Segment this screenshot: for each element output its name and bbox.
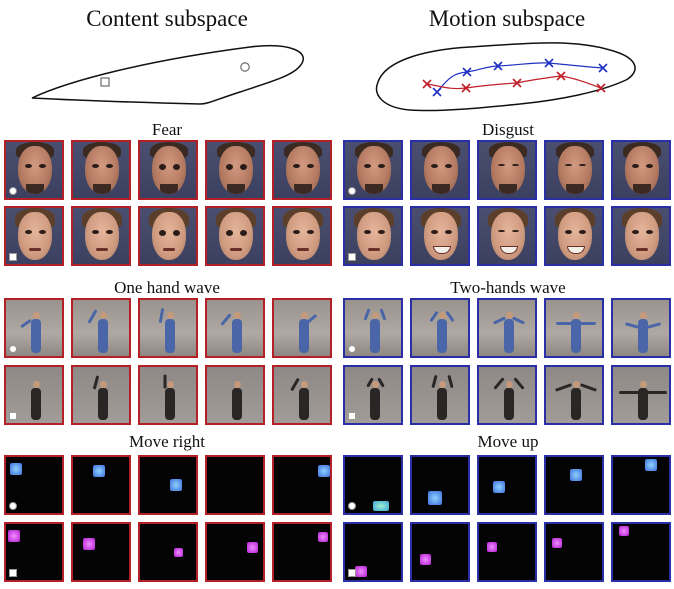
frame-two-hands-wave-1-4 [544,298,604,358]
section-title-move-right: Move right [128,432,206,451]
frame-fear-female-1 [4,206,64,266]
frame-one-hand-wave-1-4 [205,298,265,358]
circle-marker [9,187,17,195]
motion-subspace-title: Motion subspace [428,6,586,31]
frame-move-up-2-4 [544,522,604,582]
frame-one-hand-wave-2-4 [205,365,265,425]
section-title-disgust: Disgust [482,120,534,139]
frame-move-right-1-2 [71,455,131,515]
square-marker [9,569,17,577]
frame-two-hands-wave-2-4 [544,365,604,425]
frame-disgust-female-5 [611,206,671,266]
content-subspace-title: Content subspace [86,6,248,31]
frame-two-hands-wave-2-1 [343,365,403,425]
section-title-fear: Fear [151,120,183,139]
square-marker [9,253,17,261]
frame-one-hand-wave-2-1 [4,365,64,425]
frame-fear-female-2 [71,206,131,266]
frame-move-up-1-1 [343,455,403,515]
frame-move-right-2-2 [71,522,131,582]
frame-move-up-1-4 [544,455,604,515]
frame-move-up-2-2 [410,522,470,582]
frame-two-hands-wave-1-1 [343,298,403,358]
square-marker [348,569,356,577]
frame-move-up-2-3 [477,522,537,582]
frame-move-right-2-5 [272,522,332,582]
circle-marker [348,345,356,353]
frame-move-up-1-5 [611,455,671,515]
frame-disgust-male-5 [611,140,671,200]
square-marker [348,253,356,261]
red-cross-markers [422,71,606,93]
frame-move-up-2-1 [343,522,403,582]
frame-move-right-2-3 [138,522,198,582]
blue-trajectory [436,62,604,93]
frame-disgust-male-2 [410,140,470,200]
frame-fear-male-4 [205,140,265,200]
square-marker [9,412,17,420]
frame-move-right-1-3 [138,455,198,515]
frame-move-right-2-4 [205,522,265,582]
circle-marker [240,62,250,72]
circle-marker [9,345,17,353]
frame-move-right-1-1 [4,455,64,515]
blue-cross-markers [432,58,608,97]
frame-one-hand-wave-1-5 [272,298,332,358]
frame-move-right-2-1 [4,522,64,582]
frame-fear-male-3 [138,140,198,200]
frame-disgust-female-3 [477,206,537,266]
motion-subspace-manifold [375,42,636,112]
frame-fear-female-4 [205,206,265,266]
section-title-one-hand-wave: One hand wave [114,278,220,297]
frame-move-right-1-5 [272,455,332,515]
frame-one-hand-wave-1-3 [138,298,198,358]
frame-move-up-1-2 [410,455,470,515]
frame-one-hand-wave-1-2 [71,298,131,358]
frame-two-hands-wave-1-2 [410,298,470,358]
frame-fear-male-5 [272,140,332,200]
frame-two-hands-wave-2-5 [611,365,671,425]
frame-one-hand-wave-2-5 [272,365,332,425]
content-subspace-manifold [31,44,304,105]
circle-marker [348,187,356,195]
frame-one-hand-wave-1-1 [4,298,64,358]
square-marker [100,77,110,87]
frame-fear-male-2 [71,140,131,200]
section-title-two-hands-wave: Two-hands wave [450,278,566,297]
frame-fear-male-1 [4,140,64,200]
frame-move-up-2-5 [611,522,671,582]
circle-marker [348,502,356,510]
square-marker [348,412,356,420]
frame-disgust-male-3 [477,140,537,200]
circle-marker [9,502,17,510]
frame-disgust-female-2 [410,206,470,266]
frame-two-hands-wave-1-3 [477,298,537,358]
frame-move-right-1-4 [205,455,265,515]
frame-fear-female-3 [138,206,198,266]
frame-two-hands-wave-2-3 [477,365,537,425]
frame-one-hand-wave-2-2 [71,365,131,425]
frame-disgust-female-1 [343,206,403,266]
frame-move-up-1-3 [477,455,537,515]
frame-two-hands-wave-1-5 [611,298,671,358]
frame-one-hand-wave-2-3 [138,365,198,425]
subspace-diagram [31,42,636,112]
frame-disgust-male-4 [544,140,604,200]
frame-fear-female-5 [272,206,332,266]
frame-disgust-female-4 [544,206,604,266]
section-title-move-up: Move up [477,432,539,451]
frame-two-hands-wave-2-2 [410,365,470,425]
frame-disgust-male-1 [343,140,403,200]
